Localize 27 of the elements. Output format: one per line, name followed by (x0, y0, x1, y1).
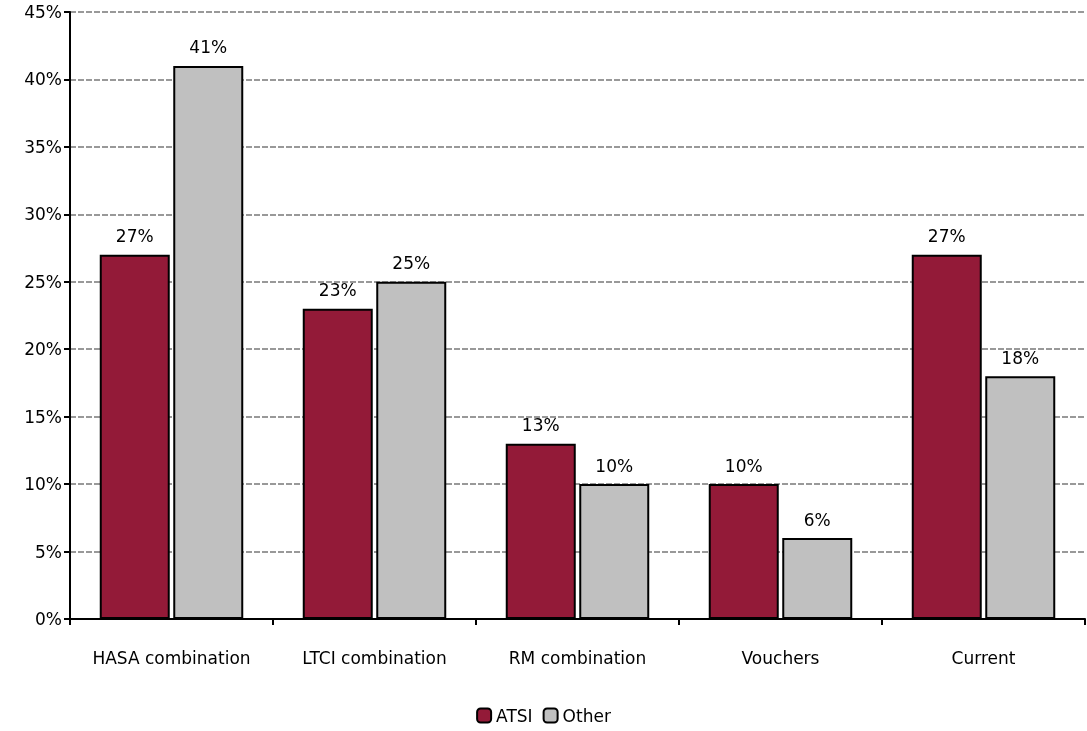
data-label: 10% (595, 455, 634, 476)
x-tick-label: LTCI combination (302, 647, 447, 668)
data-label: 6% (803, 509, 831, 530)
x-tick-label: Vouchers (741, 647, 820, 668)
data-label: 23% (318, 280, 357, 301)
data-label: 10% (724, 455, 763, 476)
y-tick-label: 40% (24, 69, 62, 90)
y-tick-label: 35% (24, 136, 62, 157)
x-tick-label: Current (951, 647, 1016, 668)
x-tick-label: RM combination (508, 647, 647, 668)
legend-label: Other (562, 705, 611, 726)
data-label: 13% (521, 415, 560, 436)
y-tick-label: 5% (35, 541, 62, 562)
data-label: 27% (115, 226, 154, 247)
y-tick-label: 30% (24, 204, 62, 225)
y-tick-label: 10% (24, 474, 62, 495)
data-label: 18% (1001, 347, 1040, 368)
y-tick-label: 20% (24, 339, 62, 360)
legend-label: ATSI (496, 705, 533, 726)
data-label: 27% (927, 226, 966, 247)
data-label: 41% (189, 37, 228, 58)
y-tick-label: 15% (24, 406, 62, 427)
y-tick-label: 0% (35, 609, 62, 629)
data-label: 25% (392, 253, 431, 274)
y-tick-label: 25% (24, 271, 62, 292)
x-tick-label: HASA combination (92, 647, 251, 668)
y-tick-label: 45% (24, 2, 62, 22)
